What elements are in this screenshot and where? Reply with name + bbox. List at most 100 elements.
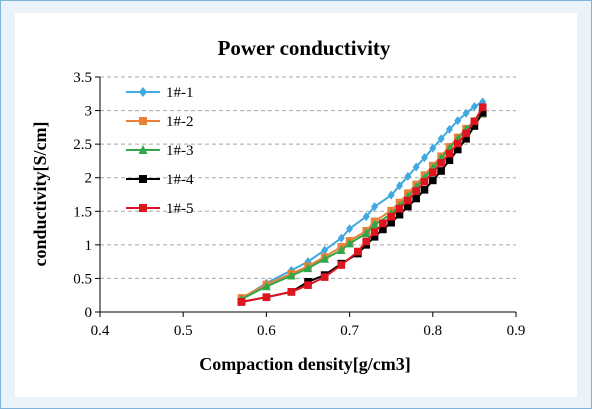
data-point [453, 145, 462, 154]
legend-item: 1#-3 [126, 143, 194, 159]
data-point [404, 196, 412, 205]
data-point [337, 233, 345, 243]
y-tick-label: 0 [85, 305, 93, 321]
conductivity-chart: Power conductivity 0 0.5 1 1.5 2 2.5 3 3.5 0.4 0.… [30, 36, 525, 374]
data-point [379, 219, 387, 228]
data-point [354, 247, 362, 256]
y-tick-label: 1.5 [73, 204, 92, 220]
data-point [395, 204, 404, 213]
y-tick-label: 0.5 [73, 271, 92, 287]
data-point [387, 190, 395, 200]
data-point [478, 108, 487, 117]
legend-label: 1#-3 [166, 143, 194, 159]
series-line [240, 113, 484, 299]
legend-item: 1#-2 [126, 114, 194, 130]
data-point [320, 273, 329, 281]
legend-item: 1#-1 [126, 85, 194, 101]
data-point [470, 117, 479, 126]
data-point [387, 218, 395, 227]
chart-card: Power conductivity 0 0.5 1 1.5 2 2.5 3 3.5 0.4 0.… [15, 13, 577, 397]
x-tick-label: 0.4 [91, 323, 110, 339]
data-point [404, 202, 412, 211]
legend-swatch-marker [139, 117, 147, 125]
legend-label: 1#-4 [166, 172, 194, 188]
legend-label: 1#-2 [166, 114, 194, 130]
x-tick-label: 0.7 [340, 323, 359, 339]
series-line [241, 112, 484, 303]
series-1-1 [237, 97, 487, 304]
data-point [437, 159, 445, 167]
series-1-4 [237, 108, 487, 306]
data-point [420, 153, 428, 163]
data-point [445, 124, 453, 134]
data-point [337, 261, 346, 269]
legend-swatch-marker [139, 87, 147, 97]
data-point [336, 245, 346, 255]
data-point [470, 122, 479, 130]
data-point [371, 202, 379, 212]
data-point [370, 228, 379, 236]
x-tick-label: 0.8 [423, 323, 442, 339]
data-point [470, 102, 478, 112]
y-tick-label: 2 [85, 171, 93, 187]
legend-item: 1#-5 [126, 201, 194, 217]
data-point [462, 129, 470, 138]
data-point [437, 134, 445, 144]
data-point [262, 281, 271, 291]
series-1-3 [237, 108, 488, 304]
legend-label: 1#-1 [166, 85, 194, 101]
legend-item: 1#-4 [126, 172, 194, 188]
data-point [453, 139, 462, 148]
data-point [361, 228, 371, 238]
y-axis-title: conductivity[S/cm] [30, 122, 50, 267]
axes: 0 0.5 1 1.5 2 2.5 3 3.5 0.4 0.5 0.6 0.7 0.8 0.9 [73, 70, 525, 339]
data-point [346, 224, 354, 234]
chart-title: Power conductivity [218, 36, 391, 60]
data-point [321, 245, 329, 255]
data-point [287, 288, 296, 296]
data-point [462, 134, 470, 143]
data-point [412, 162, 420, 172]
data-point [420, 186, 429, 194]
data-point [237, 298, 246, 306]
series-line [240, 100, 484, 300]
data-point [262, 293, 271, 302]
data-point [362, 212, 370, 222]
data-point [445, 149, 454, 158]
data-point [345, 238, 354, 248]
x-axis-title: Compaction density[g/cm3] [199, 354, 410, 374]
series-1-5 [237, 103, 487, 306]
data-point [462, 108, 470, 118]
data-point [287, 270, 296, 280]
data-point [454, 116, 462, 126]
data-point [320, 254, 329, 263]
data-point [420, 177, 429, 186]
data-point [478, 103, 487, 112]
series-group [237, 97, 488, 306]
gridlines [100, 76, 516, 279]
data-point [445, 156, 454, 165]
data-point [304, 281, 312, 289]
data-point [370, 219, 379, 229]
data-point [429, 143, 437, 153]
data-point [429, 176, 437, 185]
legend-swatch-marker [139, 204, 147, 212]
legend: 1#-1 1#-2 1#-3 1#-4 1#-5 [126, 85, 194, 217]
y-tick-label: 2.5 [73, 137, 92, 153]
x-tick-label: 0.6 [257, 323, 276, 339]
legend-swatch-marker [138, 145, 148, 154]
x-tick-label: 0.5 [174, 323, 193, 339]
series-line [240, 112, 484, 301]
data-point [412, 194, 420, 203]
x-tick-label: 0.9 [507, 323, 526, 339]
y-tick-label: 3 [85, 104, 93, 120]
data-point [396, 181, 404, 191]
data-point [379, 225, 387, 234]
legend-swatch-marker [139, 175, 147, 183]
data-point [387, 212, 395, 221]
data-point [412, 187, 420, 195]
data-point [404, 171, 412, 181]
data-point [395, 210, 404, 219]
series-line [241, 106, 484, 303]
